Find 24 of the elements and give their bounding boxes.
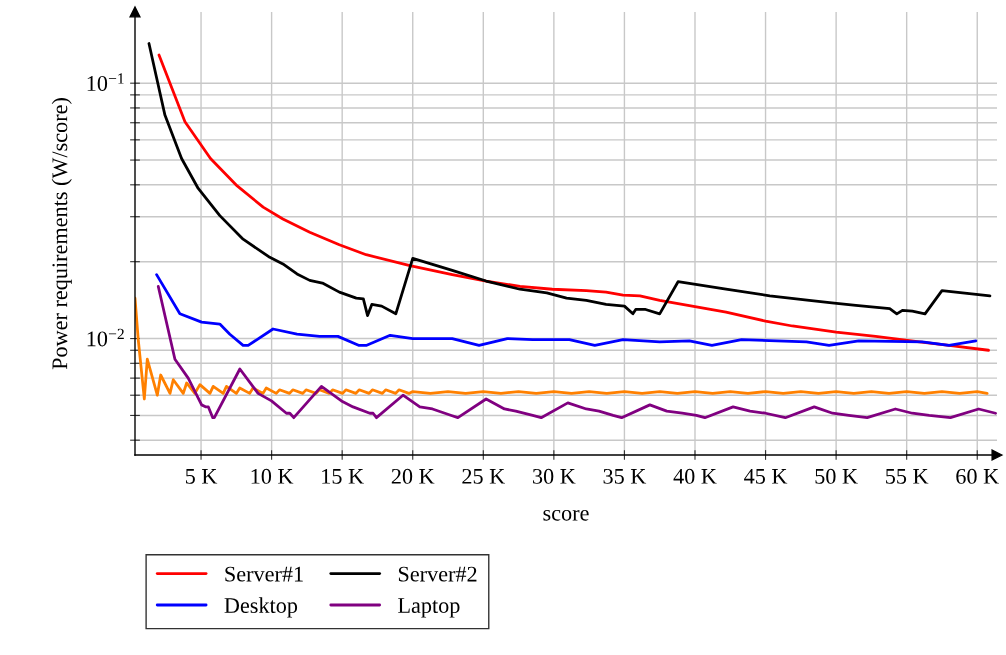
line-series	[147, 42, 992, 317]
y-tick-label: 10$^{−1}$	[87, 73, 124, 91]
x-tick-label: 10 K	[251, 468, 294, 484]
x-tick-label: 25 K	[462, 468, 505, 484]
y-tick-label: 10$^{−2}$	[87, 328, 124, 347]
x-tick-label: 35 K	[603, 468, 647, 484]
legend-label: Server#2	[398, 566, 477, 582]
x-tick-label: 40 K	[673, 468, 717, 484]
x-tick-label: 30 K	[533, 468, 576, 484]
legend-label: Server#1	[225, 566, 303, 582]
line-series	[155, 273, 978, 347]
x-axis-title: score	[543, 509, 589, 521]
x-tick-label: 20 K	[391, 468, 435, 484]
line-series	[156, 285, 997, 420]
x-tick-label: 45 K	[744, 468, 788, 484]
legend-label: Laptop	[398, 598, 460, 618]
legend-label: Desktop	[224, 597, 298, 618]
x-tick-label: 60 K	[956, 468, 999, 484]
y-axis-title: Power requirements (W/score)	[51, 98, 72, 370]
line-series	[157, 53, 990, 352]
x-tick-label: 55 K	[886, 469, 929, 484]
x-tick-label: 50 K	[815, 468, 858, 484]
x-tick-label: 15 K	[322, 468, 364, 484]
x-tick-label: 5 K	[185, 469, 218, 484]
